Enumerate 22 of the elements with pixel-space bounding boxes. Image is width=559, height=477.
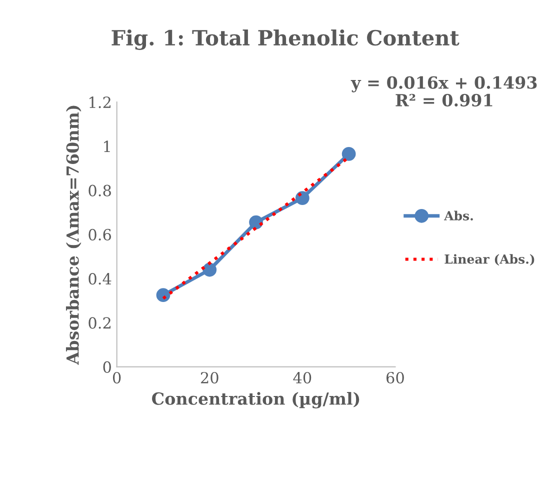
annotation: y = 0.016x + 0.1493 R² = 0.991 [350, 76, 537, 106]
y-tick-label: 1.2 [90, 96, 110, 108]
y-tick-label: 0 [103, 361, 111, 373]
x-tick-label: 0 [112, 372, 121, 384]
y-tick-label: 0.8 [88, 184, 111, 196]
point [342, 146, 356, 161]
x-tick-label: 40 [293, 372, 312, 384]
point [202, 262, 217, 277]
x-tick-label: 20 [200, 372, 218, 384]
y-tick-label: 0.2 [88, 317, 110, 329]
point [295, 191, 310, 205]
y-tick-label: 1 [104, 140, 110, 152]
chart-title: Fig. 1: Total Phenolic Content [112, 29, 460, 50]
y-tick-label: 0.4 [88, 273, 112, 285]
point [156, 288, 170, 302]
x-tick-label: 60 [386, 372, 404, 384]
y-tick-label: 0.6 [88, 228, 112, 240]
legend-label: Abs. [444, 210, 473, 220]
legend-label: Linear (Abs.) [444, 254, 534, 266]
y-axis-title: Absorbance (Λmax=760nm) [66, 106, 82, 365]
point [249, 215, 263, 230]
x-axis-title: Concentration (µg/ml) [152, 392, 360, 408]
